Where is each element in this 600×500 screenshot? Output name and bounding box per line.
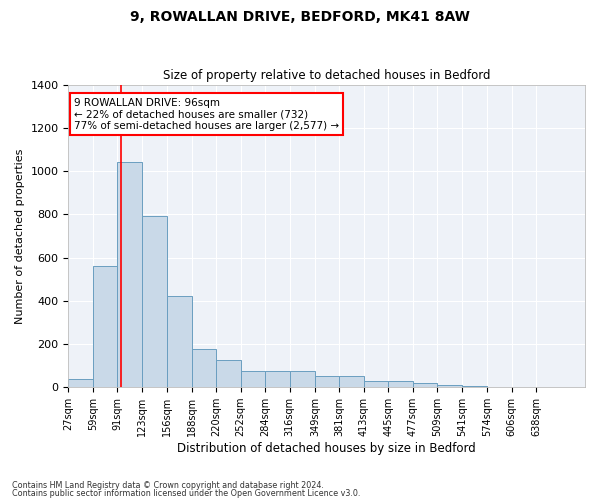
Text: Contains public sector information licensed under the Open Government Licence v3: Contains public sector information licen… (12, 489, 361, 498)
Bar (191, 350, 216, 387)
Text: 9 ROWALLAN DRIVE: 96sqm
← 22% of detached houses are smaller (732)
77% of semi-d: 9 ROWALLAN DRIVE: 96sqm ← 22% of detache… (74, 98, 339, 130)
Bar (142, 216, 167, 387)
Bar (364, 380, 388, 387)
Bar (340, 376, 364, 387)
X-axis label: Distribution of detached houses by size in Bedford: Distribution of detached houses by size … (178, 442, 476, 455)
Bar (315, 376, 340, 387)
Bar (68, 378, 93, 387)
Bar (413, 383, 437, 387)
Bar (118, 162, 142, 387)
Text: 9, ROWALLAN DRIVE, BEDFORD, MK41 8AW: 9, ROWALLAN DRIVE, BEDFORD, MK41 8AW (130, 10, 470, 24)
Title: Size of property relative to detached houses in Bedford: Size of property relative to detached ho… (163, 69, 490, 82)
Bar (487, 386, 512, 387)
Bar (216, 360, 241, 387)
Bar (437, 385, 462, 387)
Bar (241, 371, 265, 387)
Bar (167, 296, 191, 387)
Y-axis label: Number of detached properties: Number of detached properties (15, 148, 25, 324)
Bar (462, 386, 487, 387)
Text: Contains HM Land Registry data © Crown copyright and database right 2024.: Contains HM Land Registry data © Crown c… (12, 480, 324, 490)
Bar (388, 380, 413, 387)
Bar (93, 266, 118, 387)
Bar (265, 371, 290, 387)
Bar (290, 371, 315, 387)
